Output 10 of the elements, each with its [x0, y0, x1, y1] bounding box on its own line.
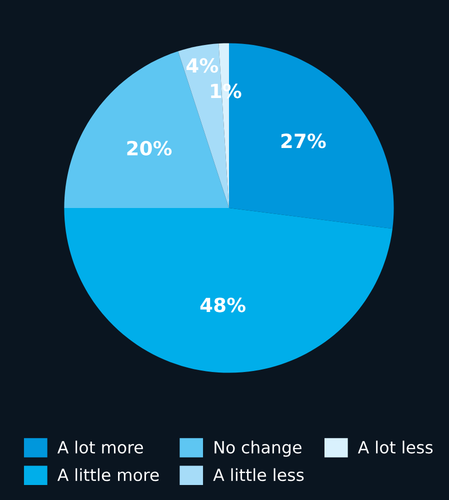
- legend-label: A lot less: [358, 440, 433, 454]
- data-label: 4%: [186, 58, 218, 73]
- legend-label: A lot more: [57, 440, 143, 454]
- legend-label: A little less: [213, 468, 304, 482]
- data-label: 27%: [281, 134, 326, 148]
- legend-label: A little more: [57, 468, 159, 482]
- pie-slice: [64, 208, 392, 373]
- data-label: 48%: [200, 298, 246, 312]
- data-label: 20%: [127, 140, 172, 156]
- legend-label: No change: [214, 440, 302, 457]
